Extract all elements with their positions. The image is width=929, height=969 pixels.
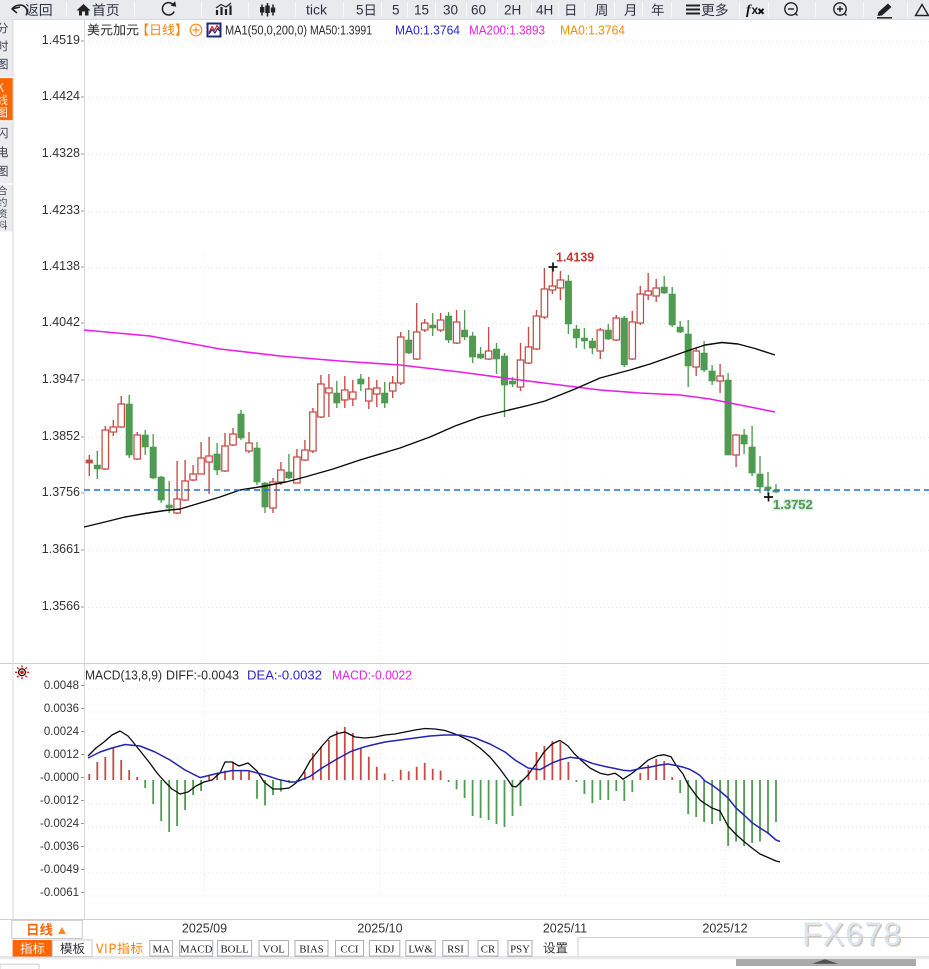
svg-text:4H: 4H xyxy=(536,3,553,18)
svg-text:1.4138: 1.4138 xyxy=(42,259,80,273)
svg-text:2025/10: 2025/10 xyxy=(357,922,402,936)
svg-text:CR: CR xyxy=(481,943,496,955)
svg-text:FX678: FX678 xyxy=(804,918,904,954)
svg-text:-0.0012: -0.0012 xyxy=(40,795,79,807)
svg-text:0.0036: 0.0036 xyxy=(44,703,79,715)
svg-text:-0.0000: -0.0000 xyxy=(40,772,79,784)
svg-text:BOLL: BOLL xyxy=(220,943,248,955)
svg-text:1.4328: 1.4328 xyxy=(42,146,80,160)
svg-text:0.0048: 0.0048 xyxy=(44,680,79,692)
svg-text:0.0024: 0.0024 xyxy=(44,726,80,738)
svg-text:MACD(13,8,9): MACD(13,8,9) xyxy=(85,669,162,683)
svg-text:MACD:-0.0022: MACD:-0.0022 xyxy=(332,669,412,683)
svg-text:1.4233: 1.4233 xyxy=(42,203,80,217)
svg-text:1.3947: 1.3947 xyxy=(42,372,80,386)
svg-text:LW&: LW& xyxy=(408,943,433,955)
svg-text:2025/11: 2025/11 xyxy=(543,922,587,936)
svg-text:-0.0036: -0.0036 xyxy=(40,841,79,853)
svg-text:MA1(50,0,200,0): MA1(50,0,200,0) xyxy=(225,23,307,38)
svg-text:1.3752: 1.3752 xyxy=(773,497,813,512)
svg-text:MA0:1.3764: MA0:1.3764 xyxy=(395,23,460,38)
svg-text:5: 5 xyxy=(392,3,400,18)
svg-text:1.3852: 1.3852 xyxy=(42,429,80,443)
svg-text:2025/09: 2025/09 xyxy=(182,922,227,936)
svg-text:MA0:1.3764: MA0:1.3764 xyxy=(560,23,625,38)
svg-text:0.0012: 0.0012 xyxy=(44,749,79,761)
svg-text:FX678: FX678 xyxy=(802,916,902,952)
svg-text:30: 30 xyxy=(443,3,458,18)
svg-text:-0.0024: -0.0024 xyxy=(40,818,80,830)
svg-text:-0.0049: -0.0049 xyxy=(40,864,79,876)
svg-text:f: f xyxy=(746,3,752,18)
svg-text:tick: tick xyxy=(306,2,328,18)
svg-text:DEA:-0.0032: DEA:-0.0032 xyxy=(247,669,322,683)
svg-text:15: 15 xyxy=(414,3,429,18)
svg-text:MACD: MACD xyxy=(180,943,213,955)
svg-text:PSY: PSY xyxy=(510,943,530,955)
svg-text:1.3661: 1.3661 xyxy=(42,542,80,556)
svg-text:1.3752: 1.3752 xyxy=(773,497,813,512)
svg-text:1.3756: 1.3756 xyxy=(42,485,80,499)
svg-text:DIFF:-0.0043: DIFF:-0.0043 xyxy=(166,669,239,683)
svg-text:1.4042: 1.4042 xyxy=(42,315,80,329)
svg-text:1.3566: 1.3566 xyxy=(42,599,80,613)
svg-text:60: 60 xyxy=(471,3,486,18)
svg-text:-0.0061: -0.0061 xyxy=(40,887,79,899)
svg-text:VOL: VOL xyxy=(263,943,285,955)
svg-text:KDJ: KDJ xyxy=(375,943,395,955)
svg-text:2025/12: 2025/12 xyxy=(702,922,747,936)
svg-text:RSI: RSI xyxy=(447,943,464,955)
svg-text:1.4139: 1.4139 xyxy=(556,251,594,265)
svg-text:1.4424: 1.4424 xyxy=(42,89,80,103)
svg-text:MA200:1.3893: MA200:1.3893 xyxy=(469,23,545,38)
svg-text:BIAS: BIAS xyxy=(299,943,324,955)
svg-text:2H: 2H xyxy=(504,3,521,18)
svg-text:MA: MA xyxy=(152,943,170,955)
svg-text:x: x xyxy=(752,3,759,17)
svg-text:MA50:1.3991: MA50:1.3991 xyxy=(310,23,372,38)
svg-text:1.4519: 1.4519 xyxy=(42,33,80,47)
svg-text:CCI: CCI xyxy=(341,943,359,955)
svg-text:5: 5 xyxy=(356,3,364,18)
